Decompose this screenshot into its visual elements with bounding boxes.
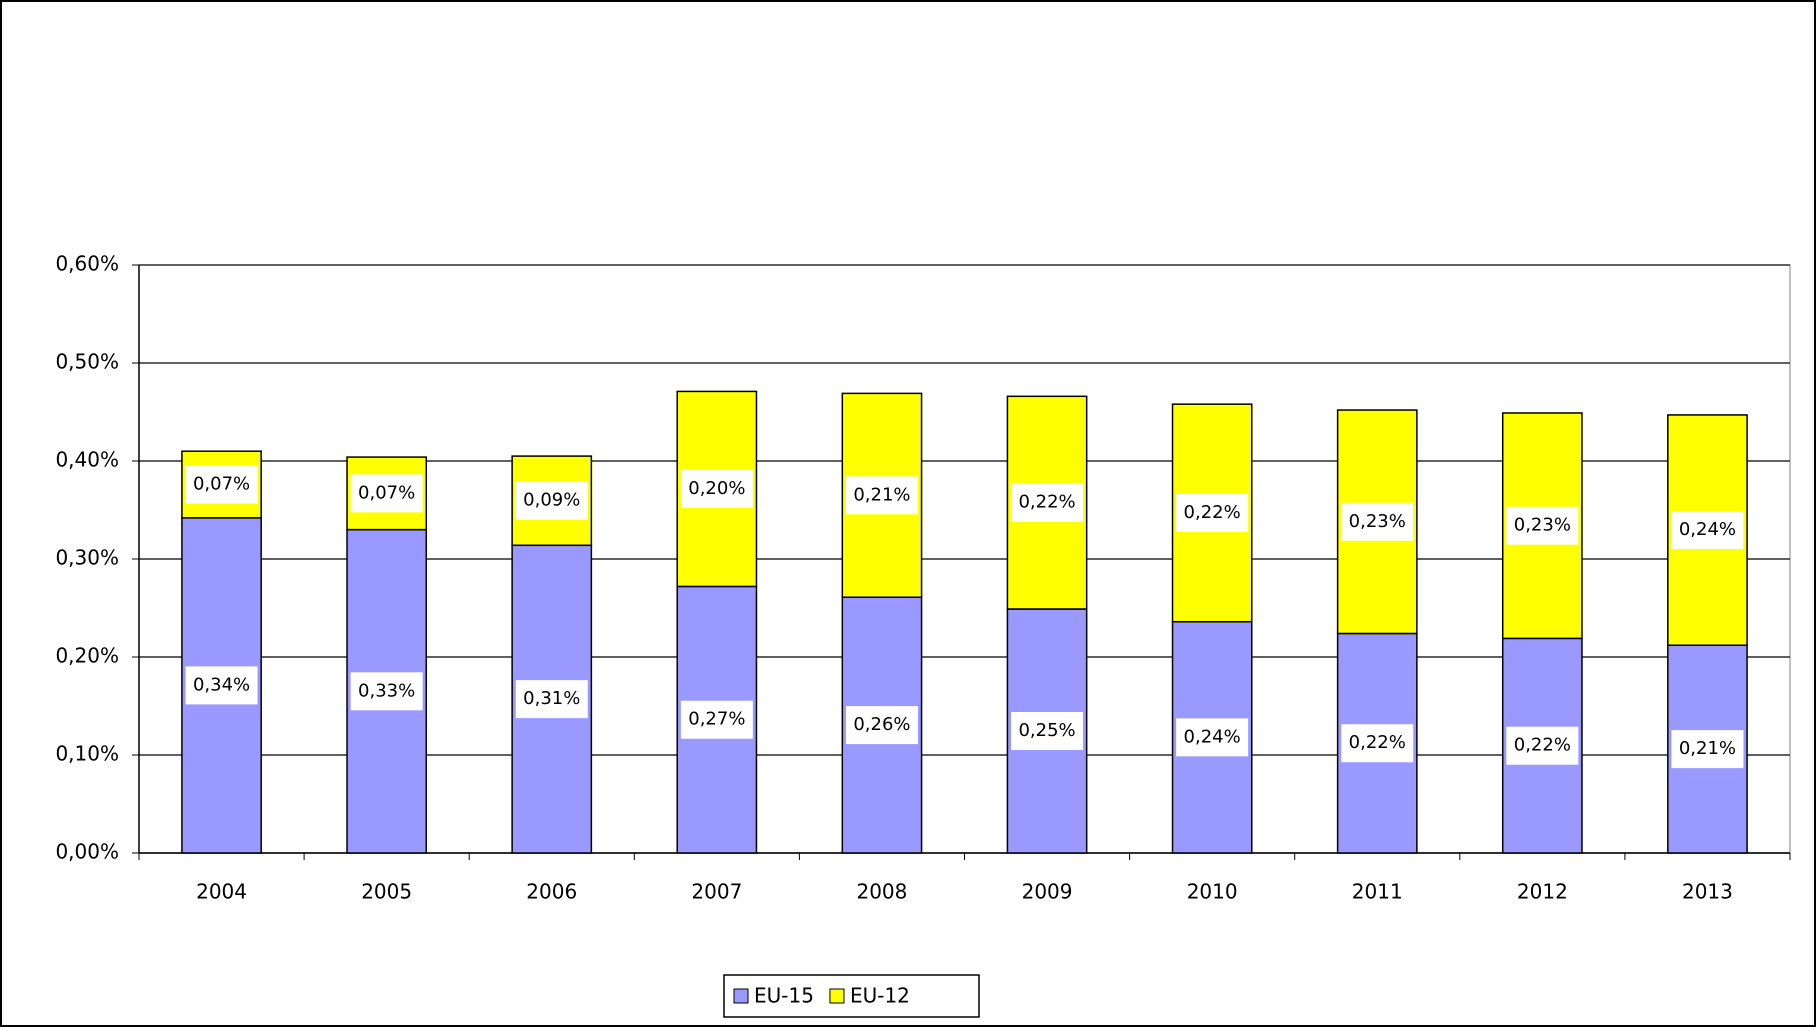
x-tick-label: 2011: [1352, 880, 1403, 904]
value-label-box: [1506, 726, 1579, 765]
value-label: 0,22%: [1514, 735, 1571, 756]
value-label-box: [845, 476, 918, 515]
value-label: 0,23%: [1514, 515, 1571, 536]
value-label-box: [680, 700, 753, 739]
value-label-box: [1176, 718, 1249, 757]
x-tick-label: 2009: [1022, 880, 1073, 904]
value-label: 0,22%: [1349, 732, 1406, 753]
value-label-box: [350, 474, 423, 513]
y-tick-label: 0,30%: [55, 546, 119, 570]
value-label-box: [1671, 511, 1744, 550]
value-label: 0,07%: [193, 474, 250, 495]
value-label: 0,22%: [1184, 502, 1241, 523]
value-label-box: [1011, 483, 1084, 522]
x-tick-label: 2006: [526, 880, 577, 904]
value-label-box: [1176, 493, 1249, 532]
value-label-box: [185, 666, 258, 705]
value-label: 0,33%: [358, 680, 415, 701]
x-tick-label: 2007: [691, 880, 742, 904]
value-label-box: [350, 672, 423, 711]
x-tick-label: 2008: [856, 880, 907, 904]
y-tick-label: 0,20%: [55, 644, 119, 668]
value-label-box: [1341, 502, 1414, 541]
y-tick-label: 0,40%: [55, 448, 119, 472]
value-label: 0,21%: [1679, 738, 1736, 759]
value-label: 0,20%: [688, 478, 745, 499]
value-label-box: [845, 706, 918, 745]
value-label-box: [1671, 730, 1744, 769]
value-label-box: [680, 469, 753, 508]
value-label-box: [1341, 724, 1414, 763]
value-label: 0,34%: [193, 674, 250, 695]
y-tick-label: 0,10%: [55, 742, 119, 766]
x-tick-label: 2013: [1682, 880, 1733, 904]
x-tick-label: 2005: [361, 880, 412, 904]
value-label: 0,24%: [1184, 726, 1241, 747]
legend-box: [723, 974, 980, 1018]
x-tick-label: 2010: [1187, 880, 1238, 904]
value-label: 0,09%: [523, 490, 580, 511]
value-label: 0,31%: [523, 688, 580, 709]
legend-label: EU-12: [850, 984, 910, 1008]
y-tick-label: 0,50%: [55, 350, 119, 374]
y-tick-label: 0,00%: [55, 840, 119, 864]
value-label-box: [515, 680, 588, 719]
value-label-box: [1011, 711, 1084, 750]
value-label-box: [1506, 506, 1579, 545]
value-label: 0,22%: [1018, 492, 1075, 513]
y-tick-label: 0,60%: [55, 252, 119, 276]
value-label: 0,26%: [853, 714, 910, 735]
legend-swatch: [733, 988, 749, 1004]
legend-swatch: [829, 988, 845, 1004]
value-label: 0,07%: [358, 482, 415, 503]
value-label-box: [515, 481, 588, 520]
value-label: 0,25%: [1018, 720, 1075, 741]
x-tick-label: 2004: [196, 880, 247, 904]
value-label: 0,24%: [1679, 519, 1736, 540]
value-label: 0,21%: [853, 484, 910, 505]
x-tick-label: 2012: [1517, 880, 1568, 904]
value-label: 0,27%: [688, 709, 745, 730]
value-label-box: [185, 465, 258, 504]
value-label: 0,23%: [1349, 511, 1406, 532]
legend-label: EU-15: [754, 984, 814, 1008]
